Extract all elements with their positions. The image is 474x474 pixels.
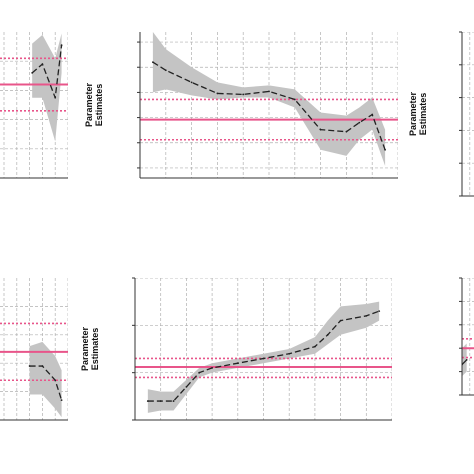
estimate-point [159, 400, 162, 402]
estimate-point [345, 130, 348, 133]
estimate-point [41, 365, 44, 367]
estimate-point [288, 352, 291, 355]
estimate-point [60, 44, 63, 47]
plot-area [135, 278, 392, 420]
estimate-point [371, 113, 374, 116]
estimate-point [262, 357, 265, 360]
estimate-point [339, 319, 342, 322]
estimate-point [319, 128, 322, 131]
estimate-point [216, 92, 219, 95]
estimate-point [60, 399, 63, 402]
estimate-point [31, 71, 34, 74]
plot-area [0, 278, 68, 420]
estimate-point [185, 385, 188, 388]
y-axis-label-line2: Estimates [94, 84, 104, 127]
estimate-point [293, 98, 296, 101]
y-axis-label: ParameterEstimates [80, 326, 100, 371]
y-axis-label-line2: Estimates [90, 328, 100, 371]
estimate-point [268, 90, 270, 93]
plot-area [462, 278, 474, 395]
estimate-point [314, 345, 316, 348]
estimate-point [152, 61, 154, 64]
estimate-point [326, 333, 329, 336]
confidence-band [462, 343, 467, 377]
panel-bottom-middle: ParameterEstimates [80, 277, 392, 421]
estimate-point [198, 371, 201, 374]
estimate-point [54, 96, 57, 99]
confidence-band [32, 33, 62, 142]
plot-area [462, 32, 474, 196]
plot-area [0, 32, 68, 178]
panel-bottom-left [0, 278, 68, 421]
quantile-estimate-line [147, 310, 380, 402]
estimate-point [384, 148, 386, 151]
y-axis-label-line2: Estimates [418, 93, 428, 136]
panel-top-middle: ParameterEstimates [84, 32, 398, 179]
y-axis-label-group: ParameterEstimates [80, 326, 100, 371]
y-axis-label: ParameterEstimates [408, 91, 428, 136]
panel-bottom-right [459, 277, 474, 396]
quantile-estimate-line [29, 365, 63, 401]
estimate-point [164, 69, 167, 72]
confidence-band [152, 32, 386, 166]
y-axis-label-line1: Parameter [84, 82, 94, 127]
plot-area [140, 32, 398, 178]
estimate-point [172, 400, 175, 402]
quantile-estimate-line [31, 45, 63, 98]
estimate-point [236, 362, 239, 365]
estimate-point [190, 81, 193, 84]
estimate-point [146, 400, 149, 402]
confidence-band [147, 301, 380, 413]
y-axis-label: ParameterEstimates [84, 82, 104, 127]
estimate-point [54, 379, 57, 382]
estimate-point [378, 310, 381, 313]
estimate-point [211, 367, 214, 369]
quantile-estimate-line [462, 359, 468, 366]
estimate-point [358, 121, 361, 124]
estimate-point [28, 365, 31, 367]
estimate-point [465, 359, 468, 361]
estimate-point [41, 63, 44, 66]
y-axis-label-line1: Parameter [408, 91, 418, 136]
estimate-point [365, 314, 368, 317]
y-axis-label-group: ParameterEstimates [408, 91, 428, 136]
y-axis-label-line1: Parameter [80, 326, 90, 371]
y-axis-label-group: ParameterEstimates [84, 82, 104, 127]
estimate-point [242, 93, 245, 96]
quantile-estimate-line [152, 61, 386, 151]
panel-top-right: ParameterEstimates [408, 31, 474, 197]
panel-top-left [0, 32, 68, 179]
